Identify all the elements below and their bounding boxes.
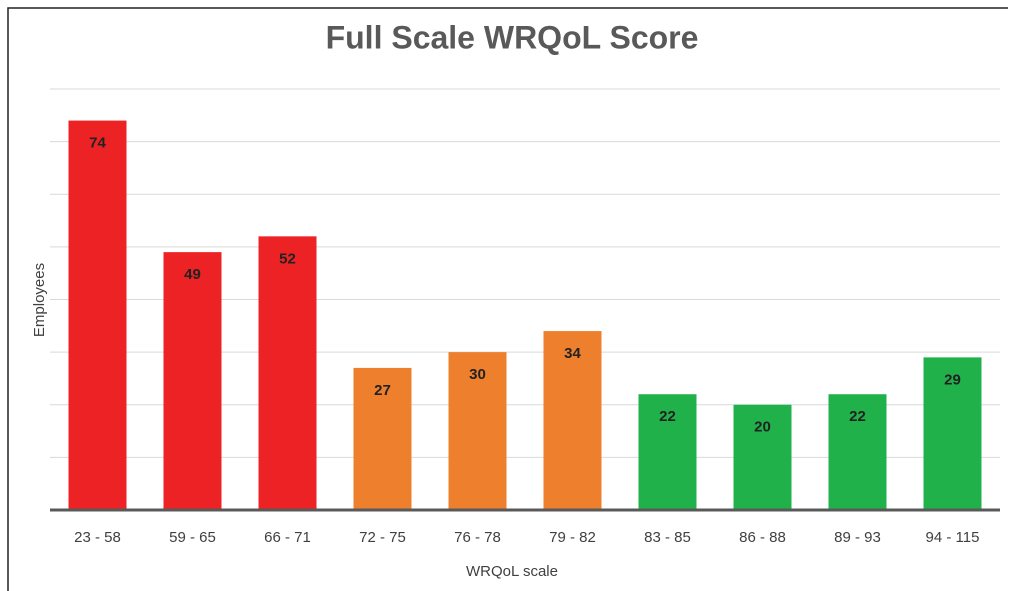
data-label: 27 (374, 382, 391, 399)
x-tick-label: 72 - 75 (359, 529, 406, 546)
data-label: 29 (944, 371, 961, 388)
bar (353, 367, 412, 510)
x-tick-label: 59 - 65 (169, 529, 216, 546)
bar (923, 357, 982, 510)
data-label: 20 (754, 419, 771, 436)
x-tick-label: 94 - 115 (926, 529, 980, 546)
data-label: 52 (279, 250, 296, 267)
data-label: 22 (849, 408, 866, 425)
x-tick-label: 66 - 71 (264, 529, 311, 546)
bar (543, 331, 602, 510)
chart-title: Full Scale WRQoL Score (326, 19, 699, 55)
data-label: 30 (469, 366, 486, 383)
x-tick-label: 89 - 93 (834, 529, 881, 546)
bar (448, 352, 507, 510)
x-tick-label: 76 - 78 (454, 529, 501, 546)
x-tick-label: 23 - 58 (74, 529, 121, 546)
y-axis-label: Employees (31, 263, 48, 337)
bar (733, 404, 792, 510)
x-tick-label: 86 - 88 (739, 529, 786, 546)
data-label: 22 (659, 408, 676, 425)
data-label: 34 (564, 345, 581, 362)
x-axis-label: WRQoL scale (466, 563, 558, 580)
frame (7, 7, 1008, 591)
bar (258, 236, 317, 510)
data-label: 49 (184, 266, 201, 283)
bar (163, 252, 222, 510)
bar (828, 394, 887, 510)
data-label: 74 (89, 135, 106, 152)
bar (638, 394, 697, 510)
x-tick-label: 83 - 85 (644, 529, 691, 546)
x-tick-label: 79 - 82 (549, 529, 596, 546)
bar (68, 120, 127, 510)
